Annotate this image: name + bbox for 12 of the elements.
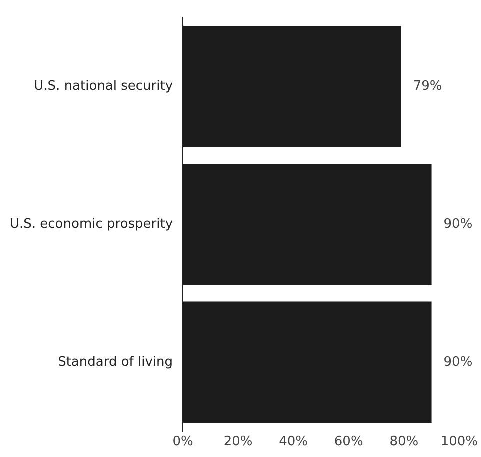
x-tick-label: 0% <box>172 434 194 450</box>
data-label: 90% <box>444 354 473 370</box>
x-tick-label: 40% <box>279 434 308 450</box>
x-tick-label: 80% <box>390 434 419 450</box>
y-tick-label: U.S. economic prosperity <box>10 216 174 232</box>
x-tick-label: 60% <box>334 434 364 450</box>
y-tick-label: Standard of living <box>58 354 174 370</box>
data-label: 79% <box>413 79 442 94</box>
x-tick-label: 100% <box>440 434 478 450</box>
data-label: 90% <box>444 216 473 232</box>
y-tick-label: U.S. national security <box>34 79 174 94</box>
x-tick-label: 20% <box>224 434 253 450</box>
